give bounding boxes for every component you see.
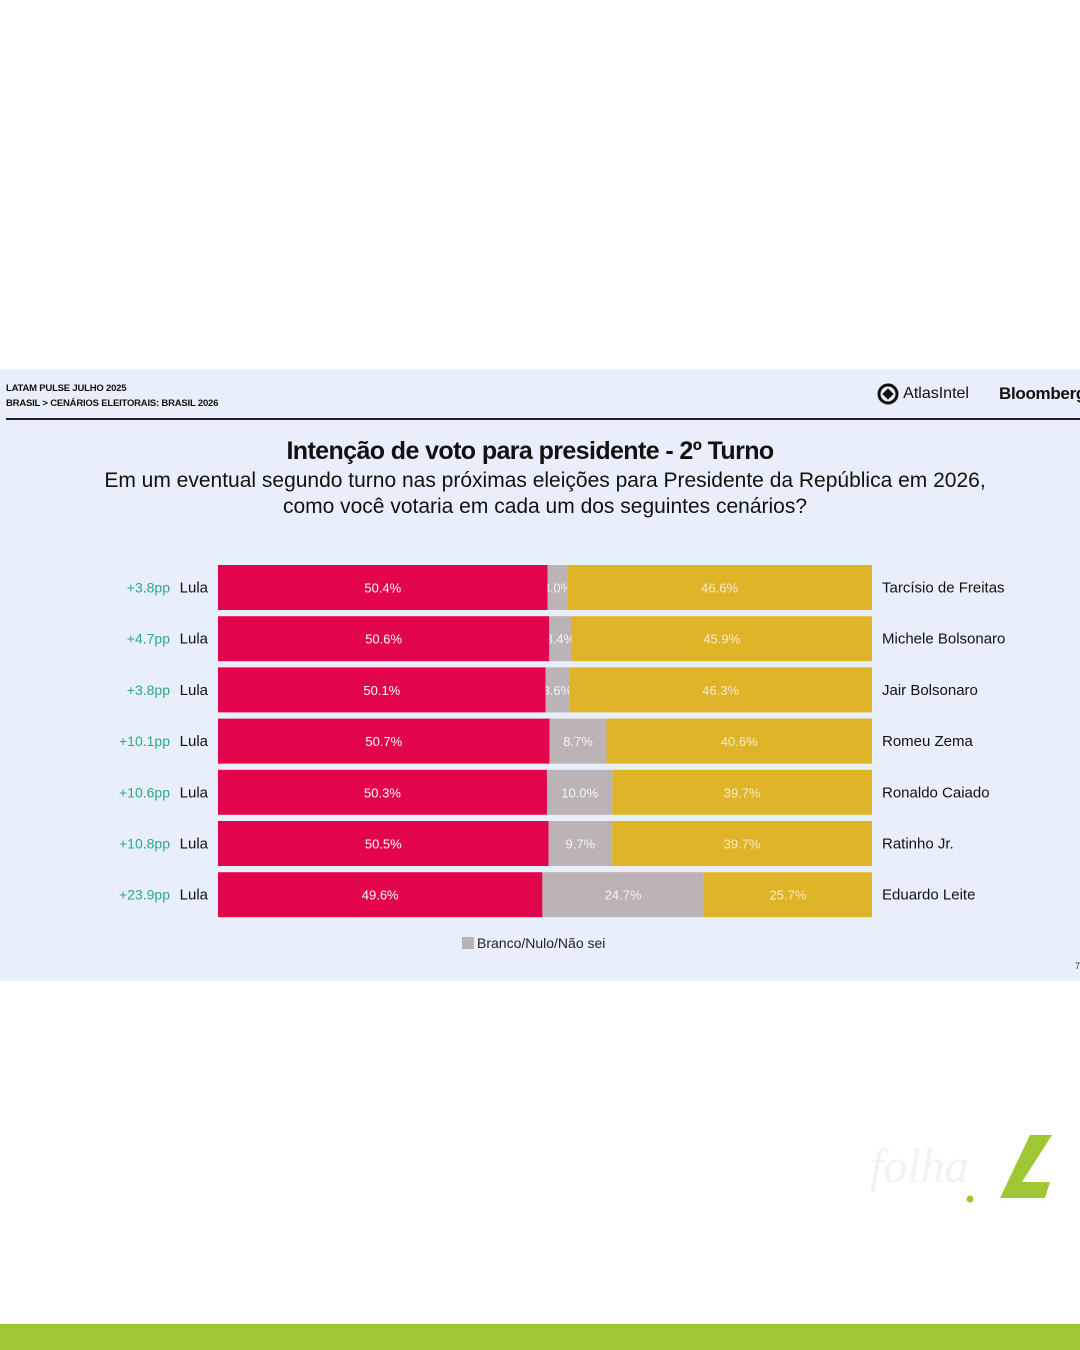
margin-label: +10.8pp — [119, 836, 170, 852]
data-label-opponent: 40.6% — [721, 734, 758, 749]
bar-segment-opponent — [567, 565, 872, 610]
row-label-right: Ratinho Jr. — [882, 836, 954, 853]
chart-subtitle-line-2: como você votaria em cada um dos seguint… — [282, 495, 808, 518]
bar-segment-opponent — [569, 667, 872, 713]
bar-segment-lula — [218, 872, 543, 918]
page-number: 7 — [1074, 961, 1080, 971]
header-divider — [6, 418, 1080, 420]
folha-logo: folha — [870, 1135, 1052, 1203]
margin-label: +4.7pp — [127, 631, 170, 647]
data-label-blank: 8.7% — [563, 734, 593, 749]
bar-segment-lula — [218, 821, 549, 866]
data-label-opponent: 39.7% — [724, 785, 761, 800]
bar-segment-lula — [218, 616, 550, 662]
data-label-lula: 50.4% — [364, 581, 401, 596]
row-label-left: Lula — [180, 836, 209, 853]
data-label-lula: 49.6% — [362, 888, 399, 903]
bar-segment-blank — [547, 565, 568, 610]
margin-label: +3.8pp — [127, 580, 170, 596]
bar-segment-blank — [548, 821, 613, 866]
folha-logo-dot — [966, 1195, 974, 1203]
atlasintel-logo: AtlasIntel — [877, 383, 969, 405]
bar-segment-blank — [549, 718, 607, 764]
row-label-right: Ronaldo Caiado — [882, 784, 990, 801]
margin-label: +23.9pp — [119, 887, 170, 903]
chart-subtitle: Em um eventual segundo turno nas próxima… — [20, 468, 1070, 520]
data-label-opponent: 46.3% — [702, 683, 739, 698]
bar-segment-blank — [542, 872, 704, 918]
bar-segment-opponent — [703, 872, 872, 918]
chart-subtitle-line-1: Em um eventual segundo turno nas próxima… — [104, 469, 986, 492]
bar-segment-opponent — [606, 718, 872, 764]
bar-segment-lula — [218, 769, 547, 815]
row-label-left: Lula — [180, 784, 209, 801]
data-label-opponent: 39.7% — [724, 837, 761, 852]
data-label-blank: 9.7% — [566, 837, 596, 852]
row-label-left: Lula — [180, 580, 209, 597]
brand-logos: AtlasIntel Bloomberg — [877, 381, 1080, 407]
header-line-2: BRASIL > CENÁRIOS ELEITORAIS: BRASIL 202… — [6, 398, 219, 409]
data-label-opponent: 45.9% — [703, 632, 740, 647]
data-label-lula: 50.6% — [365, 632, 402, 647]
row-label-left: Lula — [180, 887, 209, 904]
bar-segment-opponent — [612, 821, 872, 866]
data-label-lula: 50.3% — [364, 785, 401, 800]
bar-segment-lula — [218, 667, 546, 713]
data-label-opponent: 46.6% — [701, 581, 738, 596]
legend-label-blank: Branco/Nulo/Não sei — [477, 935, 606, 951]
data-label-opponent: 25.7% — [770, 888, 807, 903]
row-label-left: Lula — [180, 682, 209, 699]
data-label-blank: 10.0% — [561, 785, 598, 800]
data-label-lula: 50.7% — [365, 734, 402, 749]
margin-label: +10.6pp — [119, 784, 170, 800]
data-label-blank: 3.6% — [543, 683, 573, 698]
row-label-left: Lula — [180, 733, 209, 750]
chart-legend: Branco/Nulo/Não sei — [462, 935, 605, 951]
folha-logo-mark — [1000, 1135, 1052, 1198]
row-label-right: Eduardo Leite — [882, 887, 975, 904]
row-label-left: Lula — [180, 631, 209, 648]
row-label-right: Romeu Zema — [882, 733, 974, 750]
data-label-blank: 24.7% — [605, 888, 642, 903]
bar-segment-lula — [218, 565, 548, 610]
margin-label: +3.8pp — [127, 682, 170, 698]
data-label-blank: 3.0% — [543, 581, 573, 596]
bar-segment-opponent — [612, 769, 872, 815]
bloomberg-logo: Bloomberg — [998, 384, 1080, 403]
data-label-blank: 3.4% — [546, 632, 576, 647]
header-line-1: LATAM PULSE JULHO 2025 — [6, 383, 127, 394]
row-label-right: Michele Bolsonaro — [882, 631, 1005, 648]
bar-segment-blank — [546, 769, 613, 815]
data-label-lula: 50.5% — [365, 837, 402, 852]
chart-title: Intenção de voto para presidente - 2º Tu… — [286, 437, 774, 465]
atlasintel-brand-text: AtlasIntel — [903, 385, 969, 402]
data-label-lula: 50.1% — [363, 683, 400, 698]
row-label-right: Tarcísio de Freitas — [882, 580, 1005, 597]
bar-segment-opponent — [571, 616, 872, 662]
slide-header-text: LATAM PULSE JULHO 2025 BRASIL > CENÁRIOS… — [6, 381, 218, 411]
legend-swatch-blank — [462, 937, 474, 949]
chart-slide: LATAM PULSE JULHO 2025 BRASIL > CENÁRIOS… — [0, 369, 1080, 981]
bar-segment-blank — [545, 667, 570, 713]
bar-segment-blank — [549, 616, 572, 662]
row-label-right: Jair Bolsonaro — [882, 682, 978, 699]
atlasintel-icon — [877, 383, 899, 405]
margin-label: +10.1pp — [119, 733, 170, 749]
bar-segment-lula — [218, 718, 550, 764]
folha-logo-text: folha — [870, 1140, 969, 1193]
brand-footer-bar — [0, 1324, 1080, 1350]
stacked-bar-chart: 50.4% 3.0% 46.6% +3.8pp Lula Tarcísio de Frei… — [119, 565, 1005, 918]
